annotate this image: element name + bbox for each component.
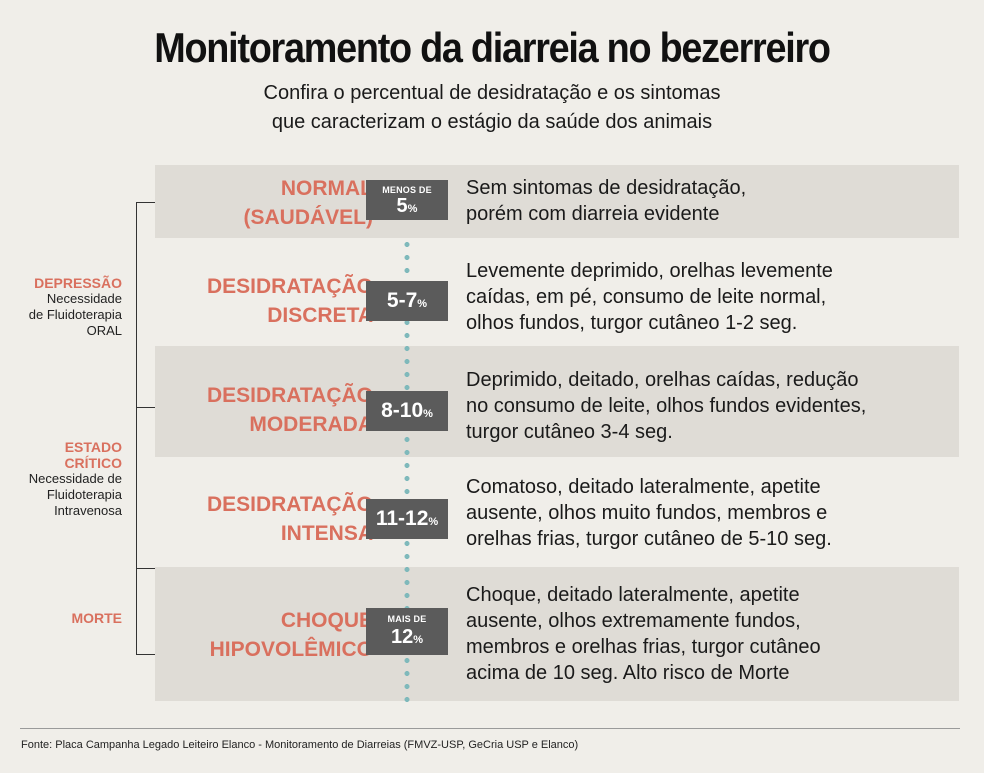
stage-description: Choque, deitado lateralmente, apetite au… [466, 584, 821, 684]
subtitle-line: que caracterizam o estágio da saúde dos … [271, 111, 713, 133]
stage-name: DESIDRATAÇÃO MODERADA [206, 384, 373, 436]
stage-row-moderada [155, 346, 959, 457]
stage-description: Comatoso, deitado lateralmente, apetite … [466, 476, 832, 550]
bracket-line [136, 568, 155, 655]
group-estado-critico: ESTADO CRÍTICO Necessidade de Fluidotera… [28, 439, 122, 518]
source-note: Fonte: Placa Campanha Legado Leiteiro El… [21, 739, 579, 751]
page-title: Monitoramento da diarreia no bezerreiro [154, 24, 831, 71]
percent-badge: MAIS DE 12% [366, 608, 448, 655]
stage-row-normal [155, 165, 959, 238]
badge-caption: MENOS DE [382, 185, 432, 195]
stage-name: CHOQUE HIPOVOLÊMICO [209, 609, 373, 661]
stage-row-choque [155, 567, 959, 701]
stage-description: Sem sintomas de desidratação, porém com … [466, 177, 747, 225]
badge-caption: MAIS DE [387, 614, 427, 624]
stage-description: Deprimido, deitado, orelhas caídas, redu… [466, 369, 867, 443]
subtitle-line: Confira o percentual de desidratação e o… [263, 82, 721, 104]
bracket-line [136, 406, 155, 569]
stage-description: Levemente deprimido, orelhas levemente c… [466, 260, 833, 334]
percent-badge: MENOS DE 5% [366, 180, 448, 220]
dotted-connector [404, 238, 410, 710]
badge-value: 5% [396, 195, 418, 217]
percent-badge: 8-10% [366, 391, 448, 431]
badge-value: 8-10% [381, 399, 433, 422]
footer-divider [20, 728, 960, 729]
page-subtitle: Confira o percentual de desidratação e o… [0, 79, 984, 137]
stage-name: NORMAL (SAUDÁVEL) [243, 177, 374, 229]
badge-value: 5-7% [386, 289, 428, 312]
badge-value: 11-12% [375, 507, 439, 530]
percent-badge: 11-12% [366, 499, 448, 539]
stage-name: DESIDRATAÇÃO INTENSA [206, 493, 373, 545]
bracket-line [136, 202, 155, 408]
group-morte: MORTE [71, 610, 122, 626]
badge-value: 12% [390, 626, 424, 648]
group-depressao: DEPRESSÃO Necessidade de Fluidoterapia O… [28, 275, 122, 338]
percent-badge: 5-7% [366, 281, 448, 321]
stage-name: DESIDRATAÇÃO DISCRETA [206, 275, 373, 327]
